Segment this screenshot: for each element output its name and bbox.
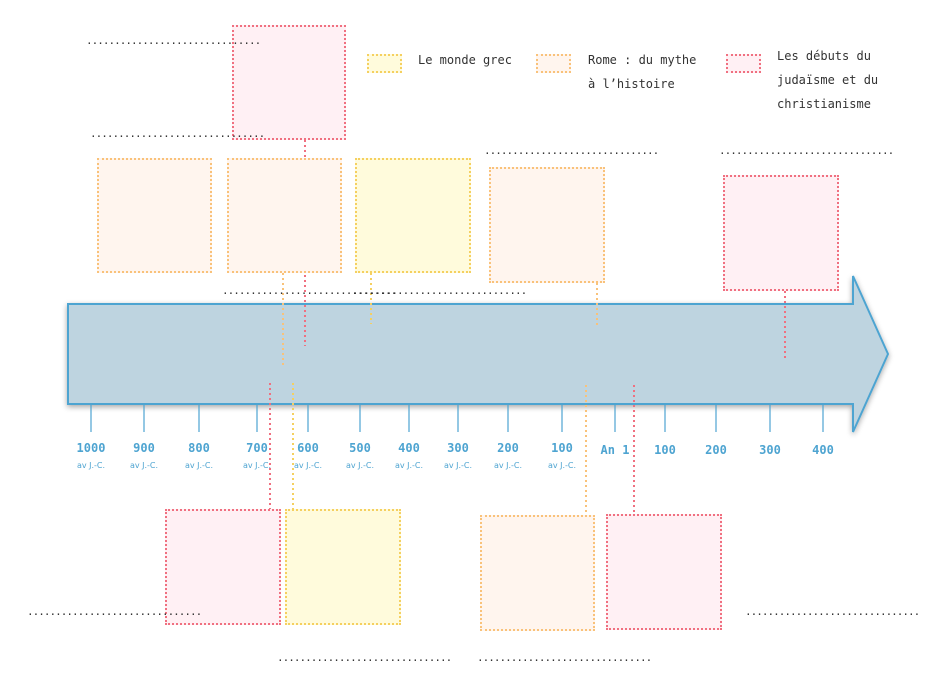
legend-swatch-judaisme [726, 54, 761, 73]
event-box-rome[interactable] [489, 167, 605, 283]
answer-line[interactable]: ............................... [86, 34, 261, 47]
tick-era-label: av J.-C. [345, 461, 375, 470]
event-box-grec[interactable] [285, 509, 401, 625]
answer-line[interactable]: ............................... [277, 651, 452, 664]
tick-year-label: 200 [705, 443, 727, 457]
tick-year-label: 800 [188, 441, 210, 455]
event-box-judaisme[interactable] [606, 514, 722, 630]
tick-year-label: 600 [297, 441, 319, 455]
event-box-judaisme[interactable] [723, 175, 839, 291]
tick-year-label: 900 [133, 441, 155, 455]
answer-line[interactable]: ............................... [27, 605, 202, 618]
tick-era-label: av J.-C. [293, 461, 323, 470]
tick-year-label: 1000 [76, 441, 106, 455]
answer-line[interactable]: ............................... [484, 144, 659, 157]
tick-year-label: 300 [759, 443, 781, 457]
tick-era-label: av J.-C. [443, 461, 473, 470]
timeline-ticks [90, 404, 824, 432]
answer-line[interactable]: ............................... [745, 605, 920, 618]
tick-era-label: av J.-C. [394, 461, 424, 470]
event-box-judaisme[interactable] [232, 25, 346, 140]
tick-year-label: 100 [551, 441, 573, 455]
legend-swatch-grec [367, 54, 402, 73]
answer-line[interactable]: ............................... [477, 651, 652, 664]
tick-year-label: 100 [654, 443, 676, 457]
legend-swatch-rome [536, 54, 571, 73]
legend-label-judaisme: Les débuts du judaïsme et du christianis… [777, 49, 879, 111]
tick-year-label: 500 [349, 441, 371, 455]
tick-era-label: av J.-C. [76, 461, 106, 470]
tick-era-label: av J.-C. [242, 461, 272, 470]
event-box-judaisme[interactable] [165, 509, 281, 625]
tick-year-label: 700 [246, 441, 268, 455]
tick-year-label: 400 [398, 441, 420, 455]
tick-era-label: av J.-C. [129, 461, 159, 470]
tick-era-label: av J.-C. [184, 461, 214, 470]
event-box-rome[interactable] [227, 158, 342, 273]
tick-year-label: 400 [812, 443, 834, 457]
event-box-grec[interactable] [355, 158, 471, 273]
event-box-rome[interactable] [480, 515, 595, 631]
tick-year-label: An 1 [600, 443, 630, 457]
answer-line[interactable]: ............................... [90, 127, 265, 140]
timeline-arrow [67, 275, 890, 433]
tick-era-label: av J.-C. [547, 461, 577, 470]
answer-line[interactable]: ............................... [719, 144, 894, 157]
connector-lines [269, 140, 786, 515]
tick-year-label: 200 [497, 441, 519, 455]
legend-label-grec: Le monde grec [418, 53, 512, 67]
tick-era-label: av J.-C. [493, 461, 523, 470]
event-box-rome[interactable] [97, 158, 212, 273]
legend-label-rome: Rome : du mythe à l’histoire [588, 53, 697, 91]
answer-line[interactable]: ............................... [222, 284, 397, 297]
answer-line[interactable]: ............................... [352, 284, 527, 297]
tick-year-label: 300 [447, 441, 469, 455]
